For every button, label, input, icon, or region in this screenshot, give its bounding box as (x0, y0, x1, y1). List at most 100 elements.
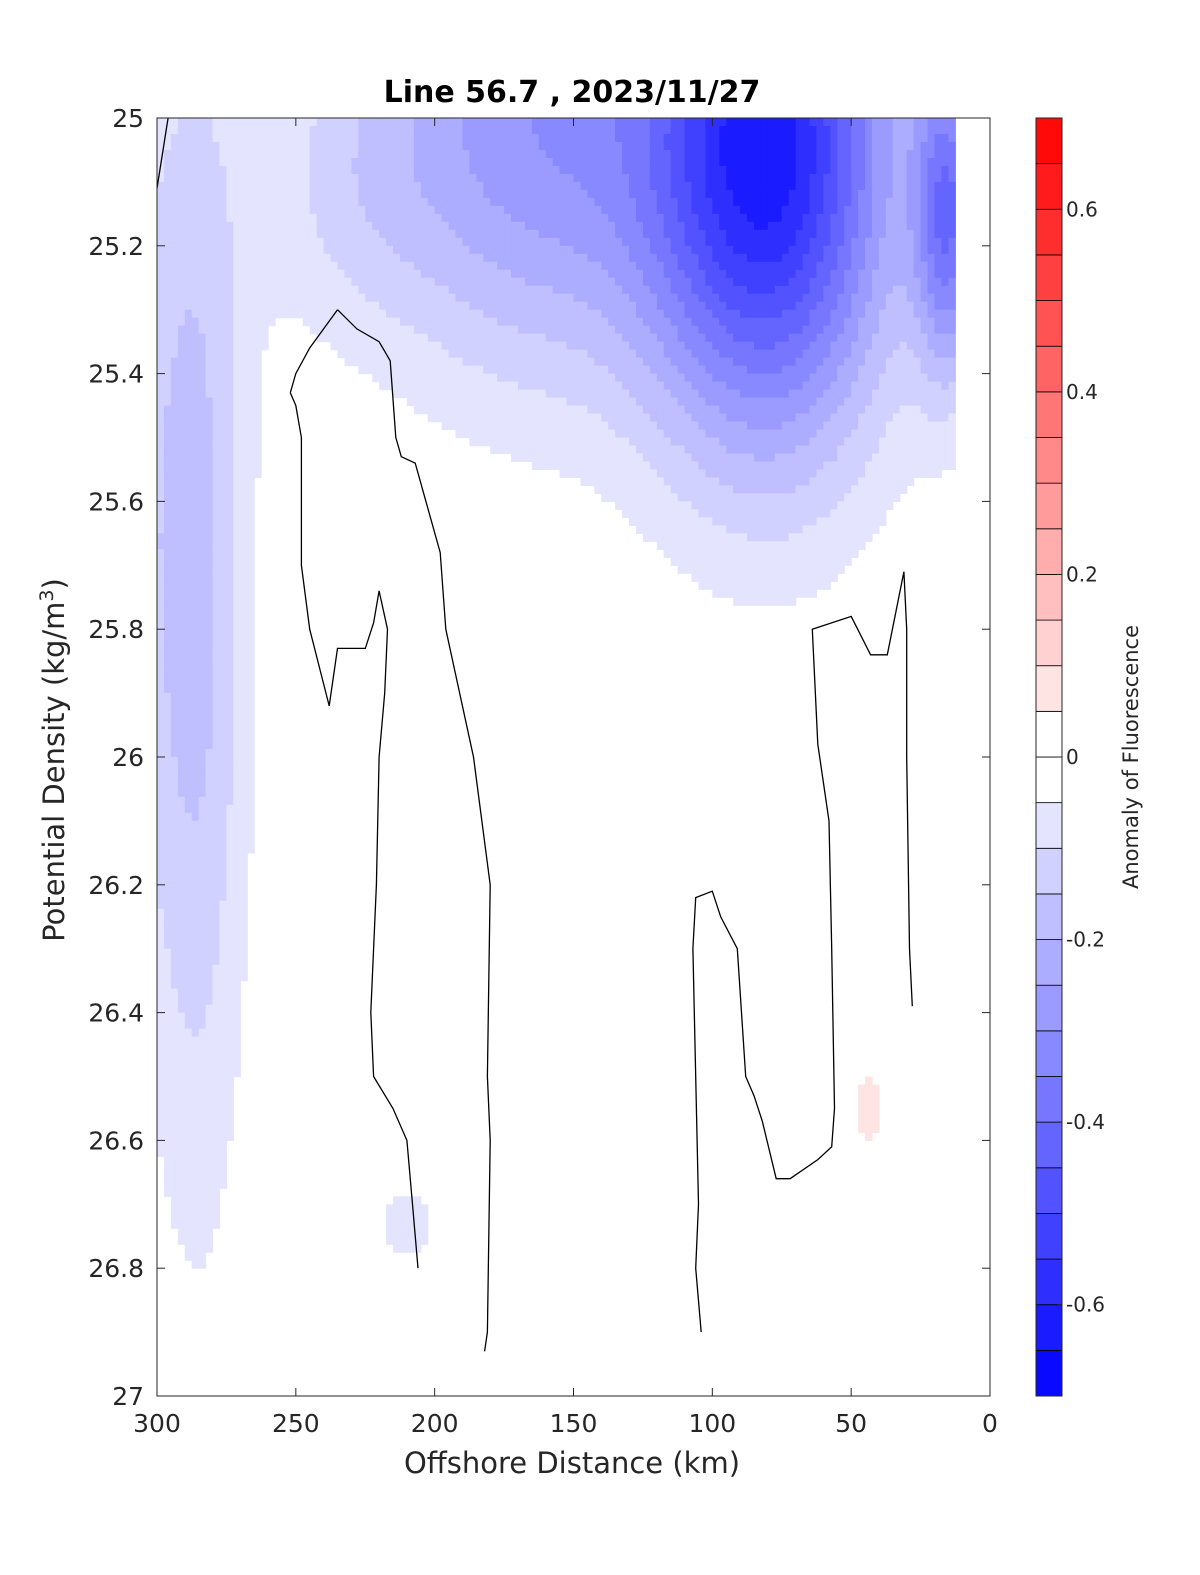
contour-cell (587, 181, 595, 191)
contour-cell (469, 301, 477, 311)
contour-cell (191, 125, 200, 135)
contour-cell (476, 253, 484, 263)
contour-cell (240, 637, 248, 646)
contour-cell (719, 381, 727, 391)
contour-cell (191, 605, 200, 614)
contour-cell (469, 245, 477, 255)
contour-cell (753, 141, 762, 151)
contour-cell (677, 261, 686, 271)
contour-cell (177, 709, 186, 718)
contour-cell (233, 461, 241, 471)
contour-cell (670, 517, 679, 526)
contour-cell (747, 133, 755, 143)
contour-cell (157, 581, 165, 590)
contour-cell (566, 205, 575, 215)
contour-cell (157, 884, 165, 894)
contour-cell (538, 133, 547, 143)
contour-cell (434, 325, 443, 335)
contour-cell (198, 397, 207, 407)
contour-cell (649, 525, 658, 534)
contour-cell (386, 373, 394, 383)
contour-cell (184, 429, 193, 439)
contour-cell (733, 269, 741, 279)
contour-cell (351, 317, 359, 327)
contour-cell (198, 1236, 207, 1245)
contour-cell (205, 677, 214, 686)
contour-cell (629, 133, 637, 143)
contour-cell (295, 173, 304, 183)
contour-cell (261, 189, 269, 199)
contour-cell (538, 461, 547, 471)
contour-cell (254, 197, 262, 207)
contour-cell (538, 229, 547, 239)
contour-cell (198, 205, 207, 215)
contour-cell (677, 501, 686, 510)
contour-cell (552, 269, 561, 279)
contour-cell (552, 413, 561, 423)
contour-cell (323, 269, 332, 279)
contour-cell (240, 772, 248, 782)
contour-cell (212, 868, 221, 878)
contour-cell (580, 365, 588, 375)
contour-cell (469, 125, 477, 135)
contour-cell (497, 213, 505, 223)
contour-cell (205, 1068, 214, 1078)
contour-cell (587, 118, 595, 127)
contour-cell (205, 812, 214, 822)
contour-cell (191, 629, 200, 638)
contour-cell (670, 261, 679, 271)
contour-cell (184, 653, 193, 662)
contour-cell (566, 317, 575, 327)
contour-cell (170, 988, 179, 998)
contour-cell (656, 405, 665, 415)
contour-cell (330, 165, 339, 175)
contour-cell (420, 118, 429, 127)
contour-cell (184, 621, 193, 630)
contour-cell (448, 189, 457, 199)
contour-cell (733, 517, 741, 526)
contour-cell (219, 118, 228, 127)
contour-cell (379, 349, 387, 359)
contour-cell (573, 317, 582, 327)
contour-cell (691, 533, 700, 542)
contour-cell (157, 1148, 165, 1157)
contour-cell (261, 197, 269, 207)
contour-cell (753, 357, 762, 367)
contour-cell (524, 181, 533, 191)
contour-cell (642, 437, 651, 447)
contour-cell (295, 157, 304, 167)
contour-cell (163, 677, 172, 686)
contour-cell (198, 892, 207, 902)
contour-cell (629, 357, 637, 367)
contour-cell (677, 493, 686, 502)
contour-cell (212, 293, 221, 303)
contour-cell (198, 165, 207, 175)
contour-cell (191, 173, 200, 183)
contour-cell (177, 549, 186, 558)
contour-cell (233, 1052, 241, 1062)
contour-cell (198, 301, 207, 311)
contour-cell (219, 573, 228, 582)
contour-cell (226, 349, 234, 359)
contour-cell (240, 389, 248, 399)
contour-cell (580, 125, 588, 135)
contour-cell (726, 405, 734, 415)
contour-cell (677, 557, 686, 566)
contour-cell (170, 1060, 179, 1070)
contour-cell (649, 445, 658, 455)
contour-cell (233, 285, 241, 295)
contour-cell (448, 197, 457, 207)
contour-cell (386, 181, 394, 191)
contour-cell (427, 253, 436, 263)
contour-cell (170, 205, 179, 215)
contour-cell (434, 389, 443, 399)
contour-cell (386, 237, 394, 247)
contour-cell (399, 229, 408, 239)
contour-cell (642, 325, 651, 335)
contour-cell (642, 349, 651, 359)
contour-cell (198, 1124, 207, 1134)
contour-cell (163, 1180, 172, 1189)
contour-cell (240, 940, 248, 950)
contour-cell (219, 605, 228, 614)
contour-cell (184, 597, 193, 606)
